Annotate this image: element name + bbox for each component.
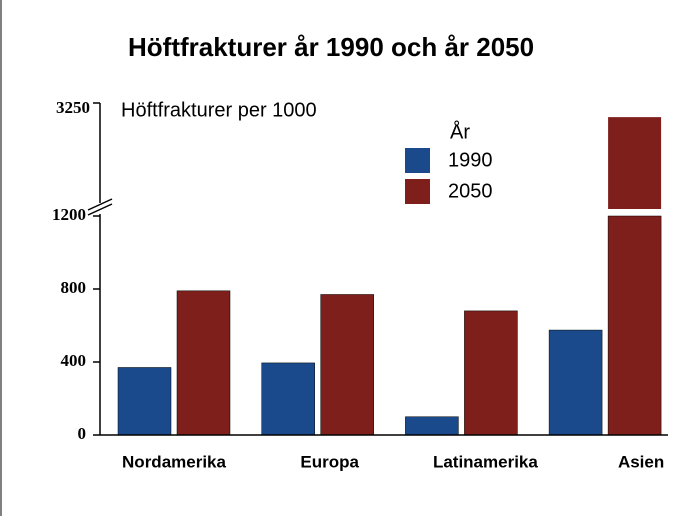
y-tick-label: 0 [78, 424, 87, 443]
legend-title: År [450, 120, 470, 143]
legend-label: 1990 [448, 149, 493, 171]
y-tick-label: 3250 [56, 98, 90, 117]
x-tick-label: Nordamerika [122, 452, 226, 471]
x-tick-label: Latinamerika [433, 452, 538, 471]
legend-label: 2050 [448, 180, 493, 202]
bar [320, 294, 374, 436]
legend-swatch [405, 148, 430, 173]
x-tick-label: Asien [618, 452, 664, 471]
bar [176, 290, 231, 436]
y-tick-label: 1200 [52, 205, 86, 224]
bar [608, 117, 662, 209]
legend-swatch [405, 179, 430, 204]
axis-break [87, 198, 113, 211]
x-tick-label: Europa [300, 452, 359, 471]
chart-title: Höftfrakturer år 1990 och år 2050 [128, 32, 535, 62]
bar [117, 367, 172, 436]
bar [261, 362, 315, 436]
bar [464, 310, 518, 436]
bar [607, 215, 662, 436]
y-axis-label: Höftfrakturer per 1000 [121, 99, 317, 121]
bar [548, 329, 603, 436]
y-tick-label: 800 [61, 278, 87, 297]
axis-break [87, 203, 113, 216]
y-tick-label: 400 [61, 351, 87, 370]
bar [405, 416, 459, 436]
